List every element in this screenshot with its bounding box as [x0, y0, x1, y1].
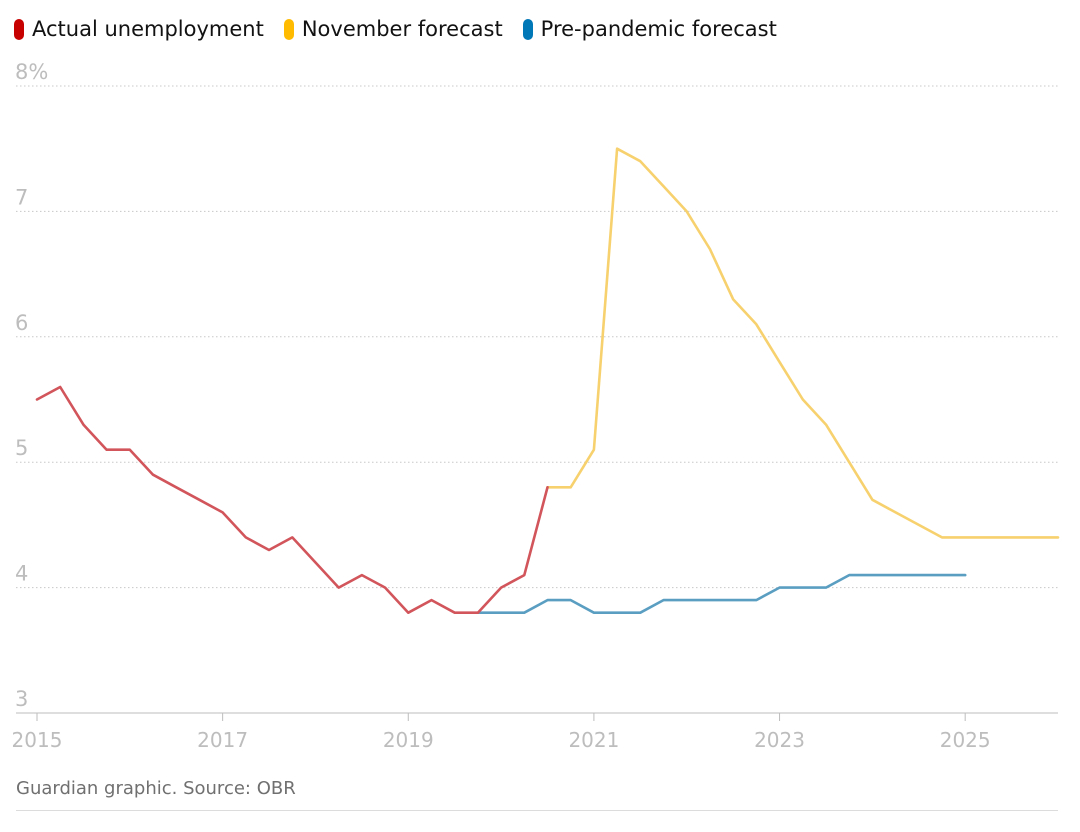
x-tick-label: 2021: [568, 728, 619, 752]
series-line-actual-unemployment: [35, 385, 549, 615]
x-tick-label: 2023: [754, 728, 805, 752]
x-tick-label: 2025: [940, 728, 991, 752]
x-tick-label: 2017: [197, 728, 248, 752]
y-tick-label: 6: [15, 311, 28, 335]
legend-swatch-pre-pandemic: [522, 18, 533, 40]
y-tick-label: 7: [15, 185, 28, 209]
legend-label-actual: Actual unemployment: [32, 17, 264, 41]
legend-label-pre-pandemic: Pre-pandemic forecast: [540, 17, 777, 41]
y-axis-ticks: 8% 7 6 5 4 3: [15, 60, 48, 711]
legend-item-pre-pandemic-forecast: Pre-pandemic forecast: [522, 17, 777, 41]
legend: Actual unemployment November forecast Pr…: [14, 14, 777, 44]
y-tick-label: 5: [15, 436, 28, 460]
source-note: Guardian graphic. Source: OBR: [16, 778, 296, 799]
grid-layer: [16, 85, 1058, 589]
unemployment-line-chart: 8% 7 6 5 4 3 2015 2017 2019 2021 2023 2025: [12, 60, 1060, 752]
y-tick-label: 3: [15, 687, 28, 711]
series-line-pre-pandemic-forecast: [476, 573, 967, 615]
series-lines: [35, 147, 1060, 615]
legend-item-actual-unemployment: Actual unemployment: [14, 17, 264, 41]
legend-item-november-forecast: November forecast: [283, 17, 503, 41]
bottom-rule: [16, 810, 1058, 811]
y-tick-label: 8%: [15, 60, 48, 84]
series-line-november-forecast: [546, 147, 1060, 539]
legend-swatch-actual: [14, 18, 24, 40]
y-tick-label: 4: [15, 562, 28, 586]
x-tick-label: 2019: [383, 728, 434, 752]
x-axis: 2015 2017 2019 2021 2023 2025: [12, 712, 1058, 752]
legend-label-november: November forecast: [301, 17, 503, 41]
legend-swatch-november: [283, 18, 294, 40]
x-tick-label: 2015: [12, 728, 63, 752]
